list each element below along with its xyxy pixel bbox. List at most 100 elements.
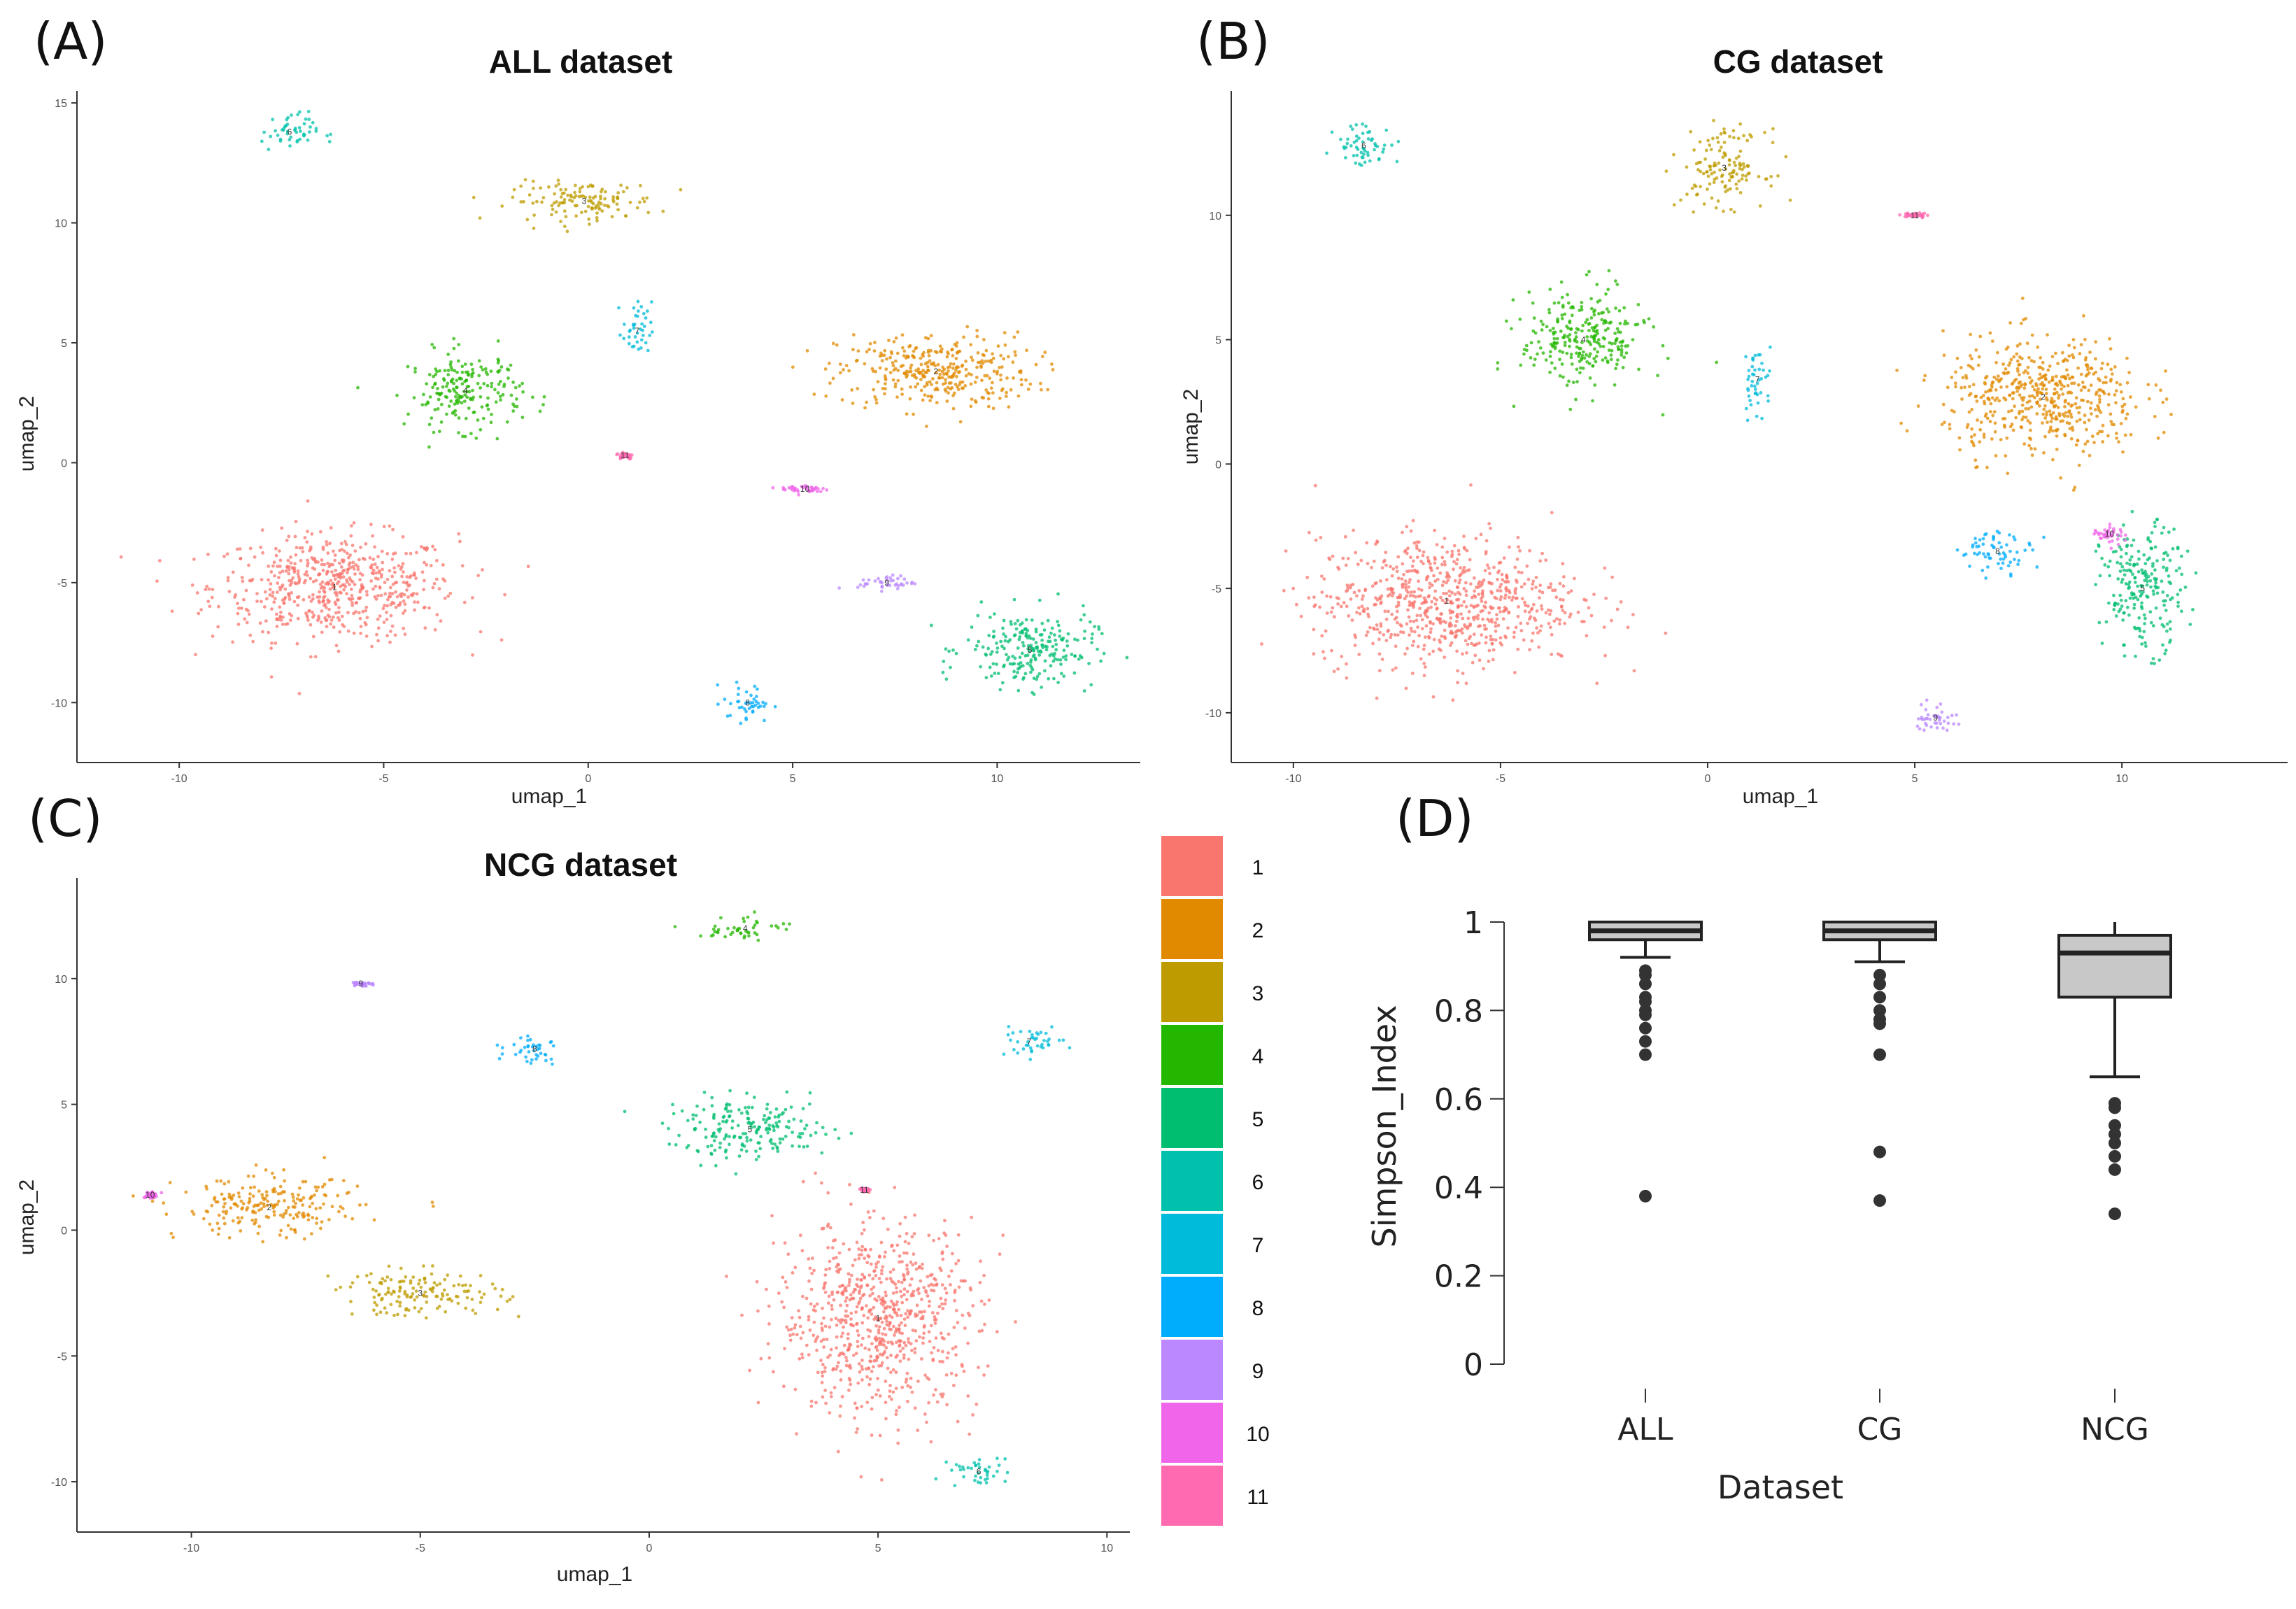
umap-point bbox=[1719, 146, 1723, 149]
umap-point bbox=[2011, 391, 2015, 395]
umap-point bbox=[1976, 418, 1980, 422]
umap-point bbox=[2036, 400, 2040, 404]
umap-point bbox=[1718, 168, 1722, 172]
umap-point bbox=[877, 1277, 881, 1280]
cluster-label: 3 bbox=[1722, 163, 1727, 173]
umap-point bbox=[887, 1324, 891, 1328]
umap-point bbox=[1403, 579, 1408, 583]
umap-point bbox=[1594, 360, 1598, 364]
umap-point bbox=[1414, 595, 1417, 599]
umap-point bbox=[2085, 427, 2088, 432]
umap-point bbox=[958, 349, 962, 353]
umap-point bbox=[2108, 559, 2112, 563]
umap-point bbox=[308, 609, 311, 613]
umap-point bbox=[1754, 391, 1758, 395]
umap-point bbox=[1994, 360, 1999, 364]
umap-point bbox=[344, 542, 348, 546]
umap-point bbox=[2136, 584, 2140, 588]
umap-point bbox=[296, 569, 300, 573]
umap-point bbox=[2033, 396, 2036, 399]
umap-point bbox=[2148, 539, 2153, 544]
umap-point bbox=[632, 344, 636, 348]
umap-point bbox=[927, 1377, 931, 1381]
umap-point bbox=[1394, 616, 1398, 620]
umap-point bbox=[1429, 566, 1433, 569]
umap-point bbox=[1056, 620, 1059, 623]
umap-point bbox=[1702, 202, 1706, 206]
umap-point bbox=[1475, 642, 1478, 646]
umap-point bbox=[1032, 648, 1035, 653]
umap-point bbox=[350, 603, 355, 607]
umap-point bbox=[1941, 329, 1945, 333]
umap-point bbox=[988, 665, 992, 669]
umap-point bbox=[476, 574, 480, 578]
umap-point bbox=[808, 1266, 812, 1270]
umap-point bbox=[1727, 178, 1731, 183]
umap-point bbox=[740, 705, 744, 709]
umap-point bbox=[1568, 615, 1572, 619]
cluster-label: 2 bbox=[2041, 392, 2046, 402]
umap-point bbox=[919, 356, 923, 360]
umap-point bbox=[1587, 606, 1591, 610]
umap-point bbox=[422, 392, 425, 397]
umap-point bbox=[917, 1266, 921, 1270]
umap-point bbox=[2170, 596, 2174, 600]
umap-point bbox=[531, 201, 535, 205]
umap-point bbox=[2066, 391, 2070, 395]
umap-point bbox=[211, 635, 215, 638]
umap-point bbox=[347, 563, 351, 567]
umap-point bbox=[1443, 637, 1447, 640]
umap-point bbox=[793, 488, 797, 492]
umap-point bbox=[2090, 434, 2095, 439]
umap-point bbox=[1417, 579, 1420, 583]
umap-point bbox=[250, 577, 255, 581]
cluster-1-points bbox=[119, 499, 530, 695]
umap-point bbox=[2017, 386, 2021, 390]
umap-point bbox=[1551, 344, 1554, 348]
umap-point bbox=[921, 1341, 925, 1345]
umap-point bbox=[320, 562, 324, 567]
umap-point bbox=[1016, 667, 1020, 671]
umap-point bbox=[309, 125, 312, 129]
umap-point bbox=[889, 350, 893, 354]
umap-point bbox=[244, 607, 248, 611]
umap-point bbox=[951, 354, 955, 357]
umap-point bbox=[1004, 395, 1008, 398]
umap-point bbox=[337, 610, 341, 614]
umap-point bbox=[437, 587, 441, 590]
umap-point bbox=[2028, 376, 2032, 380]
umap-point bbox=[333, 577, 337, 581]
umap-point bbox=[941, 1360, 944, 1363]
umap-point bbox=[2114, 389, 2118, 393]
umap-point bbox=[989, 674, 993, 678]
umap-point bbox=[490, 413, 493, 416]
umap-point bbox=[1016, 671, 1019, 674]
umap-point bbox=[1550, 361, 1554, 365]
umap-point bbox=[513, 385, 518, 390]
umap-point bbox=[1614, 339, 1618, 342]
umap-point bbox=[2020, 383, 2024, 387]
umap-point bbox=[793, 1323, 798, 1327]
umap-point bbox=[952, 1384, 956, 1387]
umap-point bbox=[830, 1317, 833, 1321]
umap-point bbox=[894, 359, 898, 363]
umap-point bbox=[414, 576, 418, 581]
umap-point bbox=[1737, 155, 1741, 159]
umap-point bbox=[381, 567, 384, 572]
umap-point bbox=[989, 386, 993, 390]
umap-point bbox=[1568, 319, 1572, 323]
umap-point bbox=[1410, 629, 1414, 633]
umap-point bbox=[838, 362, 842, 366]
umap-point bbox=[2132, 602, 2136, 607]
umap-point bbox=[2103, 528, 2107, 532]
umap-point bbox=[958, 420, 963, 424]
umap-point bbox=[952, 391, 956, 395]
umap-point bbox=[1426, 559, 1431, 562]
umap-point bbox=[413, 367, 417, 371]
umap-point bbox=[2097, 621, 2102, 625]
umap-point bbox=[1457, 553, 1461, 556]
umap-point bbox=[240, 607, 243, 610]
umap-point bbox=[951, 406, 956, 411]
umap-point bbox=[164, 1212, 169, 1217]
umap-point bbox=[1401, 562, 1405, 566]
